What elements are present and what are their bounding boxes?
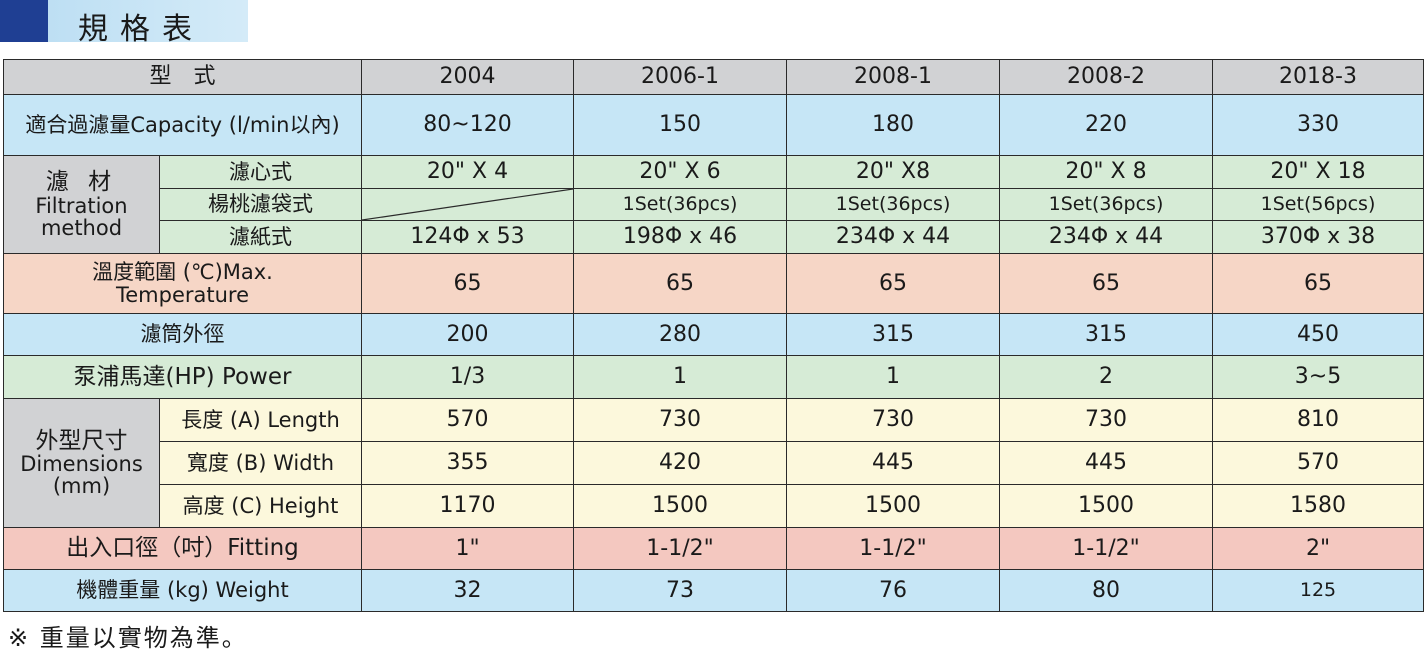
length-value: 810: [1212, 398, 1425, 442]
fitting-value: 1-1/2": [999, 527, 1214, 570]
weight-value: 32: [361, 569, 575, 612]
filtration-group-label: 濾 材 Filtration method: [3, 155, 160, 254]
model-header-2018-3: 2018-3: [1212, 59, 1425, 95]
length-value: 730: [999, 398, 1214, 442]
temperature-label-line2: Temperature: [115, 282, 250, 307]
temperature-value: 65: [573, 253, 788, 314]
fitting-value: 2": [1212, 527, 1425, 570]
model-header-2004: 2004: [361, 59, 575, 95]
length-value: 730: [573, 398, 788, 442]
filter-paper-value: 234Φ x 44: [999, 220, 1214, 254]
dimensions-group-en2: (mm): [52, 474, 111, 499]
filter-cartridge-value: 20" X 8: [999, 155, 1214, 189]
width-label: 寬度 (B) Width: [158, 441, 363, 485]
title-square-marker: [0, 0, 48, 42]
weight-value: 73: [573, 569, 788, 612]
capacity-value: 80~120: [361, 94, 575, 156]
power-value: 2: [999, 355, 1214, 399]
housing-diameter-value: 200: [361, 313, 575, 356]
fitting-label: 出入口徑（吋）Fitting: [2, 527, 363, 570]
height-value: 1170: [361, 484, 575, 528]
filtration-group-zh: 濾 材: [45, 169, 118, 196]
weight-label: 機體重量 (kg) Weight: [2, 569, 363, 612]
title-bar: 規格表: [0, 0, 248, 47]
length-value: 570: [361, 398, 575, 442]
width-value: 445: [786, 441, 1001, 485]
dimensions-group-label: 外型尺寸 Dimensions (mm): [3, 398, 160, 528]
filter-paper-value: 198Φ x 46: [573, 220, 788, 254]
capacity-label: 適合過濾量Capacity (l/min以內): [2, 94, 363, 156]
fitting-value: 1-1/2": [573, 527, 788, 570]
filter-paper-value: 234Φ x 44: [786, 220, 1001, 254]
width-value: 355: [361, 441, 575, 485]
capacity-value: 150: [573, 94, 788, 156]
filter-bag-value: 1Set(36pcs): [573, 188, 788, 221]
height-value: 1580: [1212, 484, 1425, 528]
filter-bag-not-applicable-cell: [361, 188, 575, 221]
housing-diameter-label: 濾筒外徑: [2, 313, 363, 356]
fitting-value: 1": [361, 527, 575, 570]
temperature-value: 65: [361, 253, 575, 314]
capacity-value: 220: [999, 94, 1214, 156]
filter-paper-value: 370Φ x 38: [1212, 220, 1425, 254]
temperature-label-line1: 溫度範圍 (℃)Max.: [92, 260, 273, 285]
height-value: 1500: [573, 484, 788, 528]
filter-bag-label: 楊桃濾袋式: [158, 188, 363, 221]
diagonal-slash-line: [362, 189, 573, 220]
temperature-value: 65: [1212, 253, 1425, 314]
power-value: 1: [786, 355, 1001, 399]
height-value: 1500: [786, 484, 1001, 528]
filter-paper-value: 124Φ x 53: [361, 220, 575, 254]
capacity-value: 330: [1212, 94, 1425, 156]
weight-value: 80: [999, 569, 1214, 612]
page-title: 規格表: [78, 12, 204, 47]
housing-diameter-value: 315: [786, 313, 1001, 356]
model-header-2008-1: 2008-1: [786, 59, 1001, 95]
model-header-label: 型 式: [2, 59, 363, 95]
weight-value: 125: [1212, 569, 1425, 612]
length-value: 730: [786, 398, 1001, 442]
filter-bag-value: 1Set(36pcs): [786, 188, 1001, 221]
filter-cartridge-label: 濾心式: [158, 155, 363, 189]
width-value: 420: [573, 441, 788, 485]
length-label: 長度 (A) Length: [158, 398, 363, 442]
filtration-group-en2: method: [40, 215, 123, 240]
filter-bag-value: 1Set(36pcs): [999, 188, 1214, 221]
power-value: 3~5: [1212, 355, 1425, 399]
spec-table: 型 式 2004 2006-1 2008-1 2008-2 2018-3 適合過…: [2, 59, 1425, 612]
dimensions-group-zh: 外型尺寸: [35, 427, 128, 454]
filter-bag-value: 1Set(56pcs): [1212, 188, 1425, 221]
height-label: 高度 (C) Height: [158, 484, 363, 528]
power-label: 泵浦馬達(HP) Power: [2, 355, 363, 399]
temperature-value: 65: [999, 253, 1214, 314]
height-value: 1500: [999, 484, 1214, 528]
temperature-label: 溫度範圍 (℃)Max. Temperature: [2, 253, 363, 314]
filter-paper-label: 濾紙式: [158, 220, 363, 254]
filtration-group-en1: Filtration: [35, 193, 128, 218]
model-header-2006-1: 2006-1: [573, 59, 788, 95]
filter-cartridge-value: 20" X 4: [361, 155, 575, 189]
model-header-2008-2: 2008-2: [999, 59, 1214, 95]
filter-cartridge-value: 20" X8: [786, 155, 1001, 189]
temperature-value: 65: [786, 253, 1001, 314]
filter-cartridge-value: 20" X 6: [573, 155, 788, 189]
housing-diameter-value: 315: [999, 313, 1214, 356]
width-value: 570: [1212, 441, 1425, 485]
weight-value: 76: [786, 569, 1001, 612]
dimensions-group-en1: Dimensions: [20, 452, 143, 477]
power-value: 1/3: [361, 355, 575, 399]
footnote: ※ 重量以實物為準。: [8, 624, 248, 652]
fitting-value: 1-1/2": [786, 527, 1001, 570]
housing-diameter-value: 450: [1212, 313, 1425, 356]
filter-cartridge-value: 20" X 18: [1212, 155, 1425, 189]
width-value: 445: [999, 441, 1214, 485]
capacity-value: 180: [786, 94, 1001, 156]
housing-diameter-value: 280: [573, 313, 788, 356]
power-value: 1: [573, 355, 788, 399]
